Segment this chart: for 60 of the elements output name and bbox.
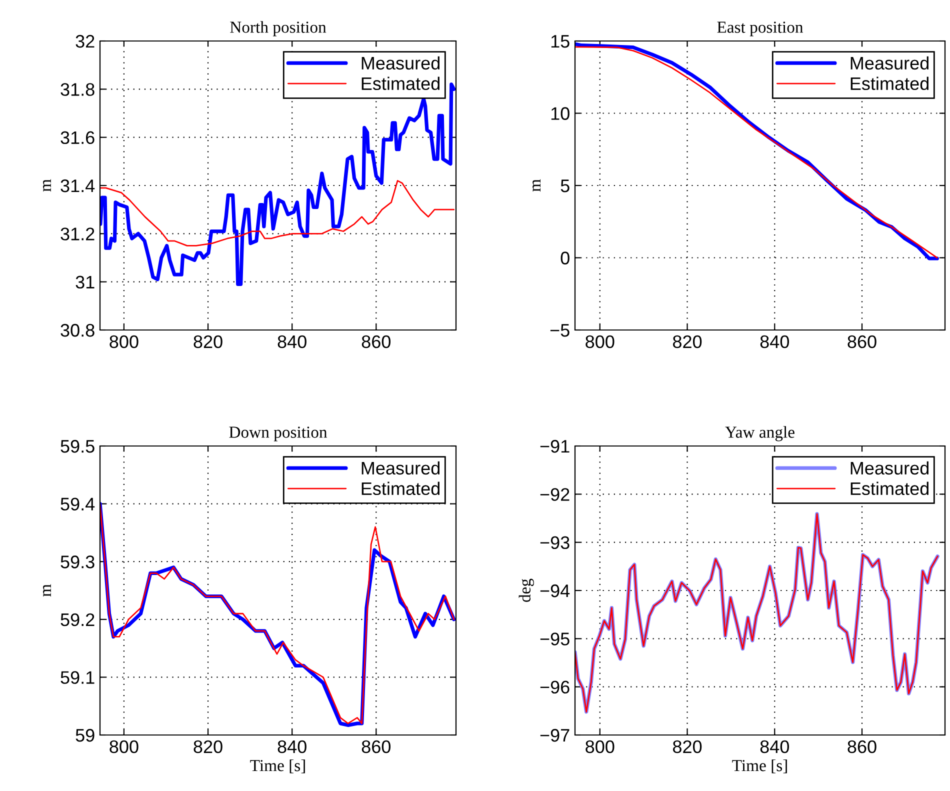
y-tick-label: 5	[560, 180, 570, 192]
x-axis-title: Time [s]	[250, 759, 305, 774]
y-tick-label: 31.2	[60, 228, 94, 240]
legend-label: Measured	[362, 56, 440, 70]
y-tick-label: −92	[540, 488, 570, 501]
x-tick-label: 820	[194, 740, 222, 754]
x-tick-label: 860	[362, 740, 390, 754]
x-tick-label: 840	[278, 335, 306, 348]
x-tick-label: 840	[760, 335, 789, 348]
x-tick-label: 800	[586, 335, 614, 348]
x-tick-label: 820	[672, 335, 702, 348]
y-tick-label: 0	[560, 252, 570, 264]
y-tick-label: 59.1	[60, 671, 94, 684]
y-tick-label: 10	[551, 107, 570, 120]
x-tick-label: 800	[110, 740, 138, 754]
y-tick-label: 59	[76, 728, 94, 742]
y-tick-label: −97	[540, 728, 570, 742]
chart-title: Down position	[229, 426, 328, 442]
legend-label: Estimated	[362, 76, 440, 90]
x-tick-label: 840	[278, 740, 306, 754]
legend-label: Estimated	[850, 482, 928, 496]
chart-title: North position	[230, 21, 326, 36]
y-tick-label: 59.2	[60, 613, 94, 626]
y-axis-title: m	[43, 179, 51, 192]
legend-label: Measured	[850, 461, 928, 475]
x-tick-label: 800	[110, 335, 138, 348]
y-axis-title: deg	[518, 578, 534, 602]
x-axis-title: Time [s]	[732, 759, 787, 774]
y-tick-label: 59.5	[60, 440, 94, 453]
chart-title: Yaw angle	[725, 426, 794, 442]
legend-label: Measured	[850, 56, 928, 70]
y-axis-title: m	[43, 584, 51, 597]
y-tick-label: 31.6	[60, 131, 94, 144]
y-tick-label: −94	[540, 584, 570, 598]
x-tick-label: 860	[848, 740, 876, 754]
y-tick-label: −5	[550, 324, 570, 337]
y-tick-label: 32	[76, 34, 94, 48]
y-tick-label: −93	[540, 536, 570, 550]
y-tick-label: −96	[540, 680, 570, 694]
line-series	[100, 180, 455, 246]
y-axis-title: m	[532, 179, 540, 192]
x-tick-label: 820	[194, 335, 222, 348]
x-tick-label: 860	[362, 335, 390, 348]
y-tick-label: 59.3	[60, 556, 94, 568]
x-tick-label: 820	[672, 740, 702, 754]
y-tick-label: −91	[540, 440, 570, 453]
y-tick-label: 31.8	[60, 83, 94, 96]
y-tick-label: 30.8	[60, 324, 94, 337]
y-tick-label: 31.4	[60, 179, 95, 192]
x-tick-label: 800	[586, 740, 614, 754]
chart-title: East position	[717, 22, 804, 36]
legend-label: Estimated	[850, 76, 928, 90]
y-tick-label: 59.4	[60, 498, 95, 511]
x-tick-label: 860	[848, 335, 876, 348]
y-tick-label: −95	[540, 632, 570, 646]
x-tick-label: 840	[760, 740, 789, 754]
legend-label: Estimated	[362, 482, 440, 496]
y-tick-label: 31	[76, 276, 94, 289]
y-tick-label: 15	[551, 35, 570, 48]
legend-label: Measured	[362, 461, 440, 475]
